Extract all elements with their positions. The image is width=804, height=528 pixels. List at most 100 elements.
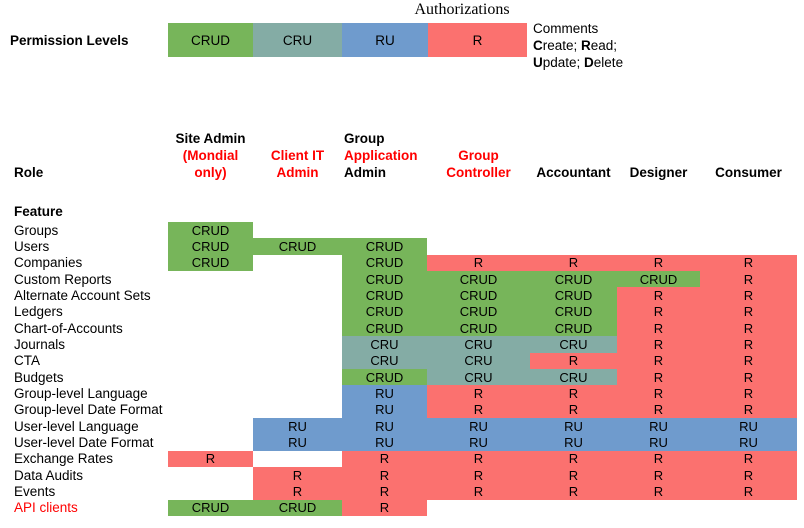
permission-cell: CRU	[342, 336, 427, 353]
role-header-line: Accountant	[536, 165, 611, 180]
role-header-line: Controller	[446, 165, 511, 180]
feature-label: Chart-of-Accounts	[14, 320, 123, 336]
role-header-line: Group	[458, 148, 499, 163]
permission-cell: R	[530, 254, 617, 271]
permission-cell: CRUD	[253, 238, 342, 255]
permission-cell: R	[168, 450, 253, 467]
feature-label: Group-level Date Format	[14, 402, 163, 418]
permission-cell: CRUD	[168, 238, 253, 255]
permission-cell: R	[342, 483, 427, 500]
feature-row: Exchange Rates R R R R R R	[0, 450, 804, 467]
permission-cell: CRU	[342, 352, 427, 369]
role-header-line: Designer	[629, 165, 688, 180]
permission-cell: CRUD	[342, 287, 427, 304]
permission-cell: R	[342, 450, 427, 467]
permission-cell: R	[617, 483, 700, 500]
permission-cell: RU	[342, 401, 427, 418]
permission-cell: RU	[700, 434, 797, 451]
permission-cell: R	[617, 369, 700, 386]
permission-cell: R	[617, 254, 700, 271]
comments-heading: Comments	[533, 21, 599, 36]
permission-cell: CRUD	[427, 287, 530, 304]
permission-cell: CRUD	[427, 320, 530, 337]
permission-cell: R	[617, 401, 700, 418]
role-header-line: Consumer	[715, 165, 782, 180]
permission-cell: R	[617, 450, 700, 467]
permission-levels-label: Permission Levels	[10, 33, 129, 48]
feature-row: Events R R R R R R	[0, 483, 804, 500]
role-header-group-controller: Group Controller	[427, 130, 530, 181]
feature-label-heading: Feature	[14, 204, 63, 219]
legend-cell-crud: CRUD	[168, 23, 253, 57]
permission-cell: R	[700, 336, 797, 353]
role-label: Role	[14, 165, 44, 180]
permission-cell: RU	[253, 434, 342, 451]
permission-cell: RU	[427, 418, 530, 435]
permission-cell: RU	[427, 434, 530, 451]
permission-cell: R	[617, 303, 700, 320]
role-header-line: Admin	[276, 165, 319, 180]
legend-cell-ru: RU	[342, 23, 428, 57]
permission-cell: CRUD	[530, 287, 617, 304]
feature-label: Data Audits	[14, 467, 84, 483]
feature-row: Journals CRU CRU CRU R R	[0, 336, 804, 353]
permission-cell: CRUD	[427, 303, 530, 320]
comments-line-update-delete: Update; Delete	[533, 55, 624, 70]
permission-cell: CRUD	[342, 303, 427, 320]
permissions-grid: Groups CRUD Users CRUD CRUD CRUD Companies CRUD…	[0, 222, 804, 516]
feature-label: Alternate Account Sets	[14, 287, 151, 303]
permission-cell: CRUD	[617, 271, 700, 288]
role-header-line: only)	[194, 165, 227, 180]
feature-row: Alternate Account Sets CRUD CRUD CRUD R R	[0, 287, 804, 304]
legend-cell-cru: CRU	[253, 23, 342, 57]
feature-label: Groups	[14, 222, 59, 238]
permission-cell: R	[700, 467, 797, 484]
permission-cell: R	[253, 483, 342, 500]
feature-label: Custom Reports	[14, 271, 112, 287]
role-header-line: Site Admin	[175, 131, 246, 146]
feature-label: Exchange Rates	[14, 451, 114, 467]
feature-label: API clients	[14, 500, 78, 516]
permission-cell: CRUD	[530, 303, 617, 320]
feature-label: Users	[14, 238, 50, 254]
permission-cell: CRUD	[427, 271, 530, 288]
feature-row: Users CRUD CRUD CRUD	[0, 238, 804, 255]
feature-label: Events	[14, 483, 56, 499]
feature-row: Budgets CRUD CRU CRU R R	[0, 369, 804, 386]
permission-cell: R	[700, 483, 797, 500]
permission-cell: R	[530, 401, 617, 418]
permission-cell: R	[617, 467, 700, 484]
permission-cell: R	[530, 385, 617, 402]
permission-cell: CRUD	[168, 499, 253, 516]
permission-cell: R	[427, 254, 530, 271]
permission-cell: R	[700, 254, 797, 271]
permission-cell: RU	[342, 418, 427, 435]
feature-row: Group-level Date Format RU R R R R	[0, 401, 804, 418]
feature-row: Custom Reports CRUD CRUD CRUD CRUD R	[0, 271, 804, 288]
feature-label: User-level Language	[14, 418, 139, 434]
feature-row: Companies CRUD CRUD R R R R	[0, 254, 804, 271]
feature-row: CTA CRU CRU R R R	[0, 352, 804, 369]
permission-cell: R	[530, 450, 617, 467]
role-header-designer: Designer	[617, 130, 700, 181]
feature-row: Groups CRUD	[0, 222, 804, 239]
role-header-line: (Mondial	[182, 148, 239, 163]
permission-cell: CRUD	[530, 271, 617, 288]
permission-cell: CRUD	[342, 320, 427, 337]
feature-label: Budgets	[14, 369, 64, 385]
permission-cell: R	[342, 467, 427, 484]
permission-cell: R	[700, 369, 797, 386]
feature-label: User-level Date Format	[14, 434, 154, 450]
permission-cell: RU	[342, 434, 427, 451]
permission-cell: CRU	[427, 352, 530, 369]
permission-cell: CRUD	[530, 320, 617, 337]
role-header-consumer: Consumer	[700, 130, 797, 181]
role-header-line: Client IT	[270, 148, 325, 163]
feature-row: Chart-of-Accounts CRUD CRUD CRUD R R	[0, 320, 804, 337]
permission-cell: CRU	[427, 369, 530, 386]
feature-row: API clients CRUD CRUD R	[0, 499, 804, 516]
permission-cell: R	[617, 385, 700, 402]
permission-cell: CRUD	[253, 499, 342, 516]
role-header-line: Group	[344, 131, 385, 146]
